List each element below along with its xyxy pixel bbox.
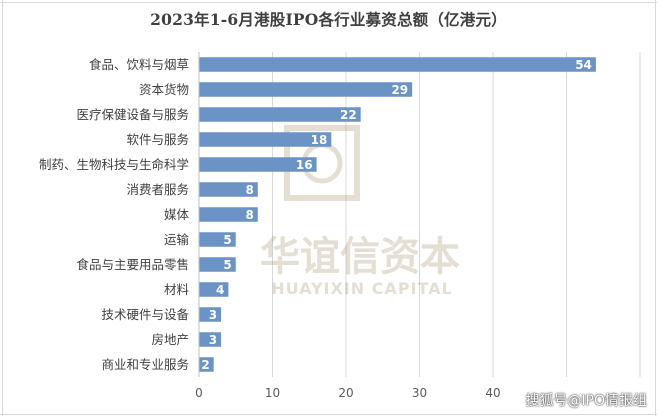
value-label: 16 xyxy=(296,158,313,172)
value-label: 5 xyxy=(223,258,231,272)
value-label: 8 xyxy=(245,208,253,222)
bar xyxy=(199,282,229,297)
value-label: 3 xyxy=(209,333,217,347)
bar xyxy=(199,332,222,347)
category-label: 媒体 xyxy=(164,207,190,222)
bars xyxy=(199,57,596,372)
value-label: 5 xyxy=(223,233,231,247)
value-label: 54 xyxy=(575,58,592,72)
sheet-border-top xyxy=(0,2,657,3)
value-label: 29 xyxy=(391,83,408,97)
chart-title: 2023年1-6月港股IPO各行业募资总额（亿港元） xyxy=(150,10,507,29)
credit-watermark: 搜狐号@IPO情报组 xyxy=(525,393,647,409)
value-label: 18 xyxy=(311,133,328,147)
bar xyxy=(199,132,332,147)
x-axis-ticks: 0 10 20 30 40 xyxy=(195,386,500,400)
category-label: 房地产 xyxy=(151,332,189,347)
category-label: 医疗保健设备与服务 xyxy=(76,107,189,122)
value-label: 22 xyxy=(340,108,357,122)
category-label: 食品与主要用品零售 xyxy=(76,257,189,272)
category-labels: 食品、饮料与烟草资本货物医疗保健设备与服务软件与服务制药、生物科技与生命科学消费… xyxy=(39,57,190,372)
bar xyxy=(199,232,236,247)
sheet-border-right xyxy=(655,0,656,416)
bar xyxy=(199,182,258,197)
grid-lines xyxy=(272,52,641,377)
category-label: 运输 xyxy=(164,232,190,247)
bar xyxy=(199,107,361,122)
x-tick-label: 20 xyxy=(338,386,353,400)
bar xyxy=(199,82,413,97)
sheet-border-bottom xyxy=(0,414,657,415)
value-label: 8 xyxy=(245,183,253,197)
category-label: 软件与服务 xyxy=(126,132,189,147)
x-tick-label: 0 xyxy=(195,386,203,400)
category-label: 消费者服务 xyxy=(126,182,189,197)
category-label: 材料 xyxy=(164,282,190,297)
x-tick-label: 40 xyxy=(485,386,500,400)
category-label: 食品、饮料与烟草 xyxy=(89,57,189,72)
watermark-logo: 华谊信资本 HUAYIXIN CAPITAL xyxy=(260,125,460,298)
category-label: 资本货物 xyxy=(139,82,189,97)
category-label: 商业和专业服务 xyxy=(101,357,189,372)
bar xyxy=(199,57,596,72)
x-tick-label: 10 xyxy=(265,386,280,400)
sheet-border-left xyxy=(2,0,3,416)
bar xyxy=(199,257,236,272)
watermark-logo-subtext: HUAYIXIN CAPITAL xyxy=(271,279,453,298)
watermark-logo-text: 华谊信资本 xyxy=(260,234,460,280)
value-label: 3 xyxy=(209,308,217,322)
value-label: 2 xyxy=(201,358,209,372)
category-label: 制药、生物科技与生命科学 xyxy=(39,157,189,172)
bar xyxy=(199,307,222,322)
value-label: 4 xyxy=(216,283,224,297)
bar xyxy=(199,357,214,372)
category-label: 技术硬件与设备 xyxy=(101,307,189,322)
x-tick-label: 30 xyxy=(412,386,427,400)
bar xyxy=(199,207,258,222)
bar xyxy=(199,157,317,172)
